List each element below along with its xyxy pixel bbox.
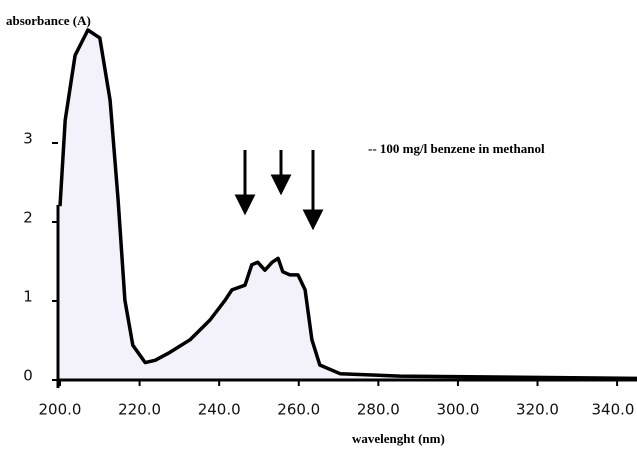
x-tick-label: 300.0: [436, 401, 479, 419]
y-tick-label: 1: [23, 288, 33, 306]
arrow-head: [234, 194, 256, 216]
x-tick-label: 240.0: [198, 401, 241, 419]
x-tick-label: 200.0: [39, 401, 82, 419]
y-tick-label: 3: [23, 130, 33, 148]
arrows: [234, 150, 324, 231]
y-tick-label: 2: [23, 209, 33, 227]
x-tick-label: 280.0: [357, 401, 400, 419]
arrow-head: [270, 174, 292, 196]
x-tick-label: 220.0: [118, 401, 161, 419]
x-tick-label: 340.0: [592, 401, 635, 419]
arrow-head: [302, 209, 324, 231]
y-tick-label: 0: [23, 367, 33, 385]
x-axis-label: wavelenght (nm): [352, 431, 445, 446]
y-axis-label: absorbance (A): [6, 13, 91, 28]
x-tick-label: 260.0: [277, 401, 320, 419]
x-tick-label: 320.0: [516, 401, 559, 419]
annotation: -- 100 mg/l benzene in methanol: [368, 141, 545, 156]
area-fill: [60, 30, 637, 380]
spectrum-line: [58, 28, 637, 381]
